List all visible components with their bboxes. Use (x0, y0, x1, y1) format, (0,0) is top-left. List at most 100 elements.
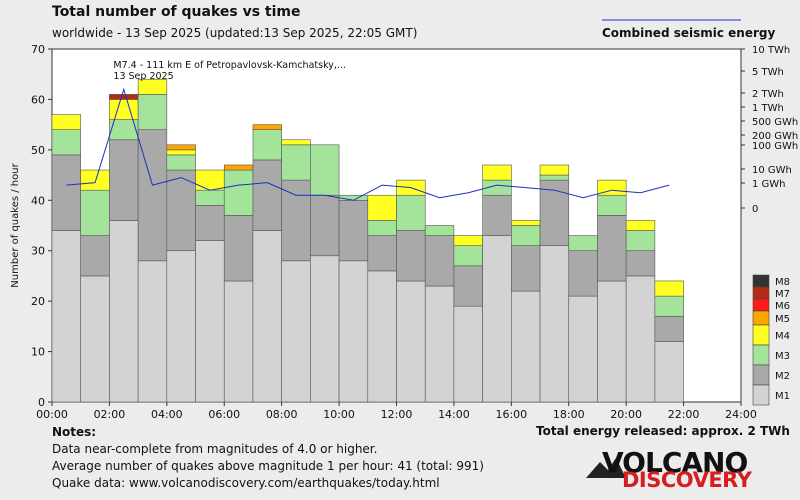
legend-swatch-m4 (752, 324, 770, 346)
x-tick-label: 02:00 (94, 408, 126, 421)
notes: Notes: Data near-complete from magnitude… (52, 424, 484, 492)
right-tick-label: 10 GWh (752, 165, 792, 176)
legend-swatch-m6 (752, 298, 770, 312)
legend-label-m6: M6 (775, 301, 790, 312)
right-tick-label: 0 (752, 204, 758, 215)
legend-label-m3: M3 (775, 351, 790, 362)
bar-segment-m3 (80, 189, 110, 236)
bar-segment-m7 (109, 94, 139, 100)
bar-segment-m3 (597, 194, 627, 216)
right-tick-label: 5 TWh (752, 67, 784, 78)
legend-label-m1: M1 (775, 391, 790, 402)
bar-segment-m3 (223, 169, 254, 216)
x-tick-label: 16:00 (495, 408, 527, 421)
bar-segment-m1 (338, 260, 369, 403)
volcano-discovery-logo[interactable]: VOLCANO DISCOVERY (586, 446, 786, 492)
annotation-line-2: 13 Sep 2025 (113, 71, 173, 82)
chart-title: Total number of quakes vs time (52, 4, 301, 20)
y-tick-label: 70 (31, 43, 45, 56)
y-tick-label: 40 (31, 194, 45, 207)
energy-line (66, 87, 670, 201)
bar-segment-m3 (137, 94, 168, 130)
bar-segment-m3 (511, 225, 541, 246)
bar-segment-m1 (80, 275, 110, 403)
bar-segment-m5 (252, 124, 282, 130)
bar-segment-m4 (482, 164, 512, 181)
right-tick-label: 1 TWh (752, 103, 784, 114)
bar-segment-m1 (597, 280, 627, 403)
bar-segment-m1 (625, 275, 656, 403)
bar-segment-m1 (396, 280, 426, 403)
bar-segment-m1 (568, 295, 598, 403)
y-tick-label: 0 (38, 396, 45, 409)
bar-segment-m1 (252, 230, 282, 403)
bar-segment-m1 (223, 280, 254, 403)
bar-segment-m2 (137, 129, 168, 262)
bar-segment-m2 (511, 245, 541, 292)
legend-label-m4: M4 (775, 331, 790, 342)
bar-segment-m4 (539, 164, 570, 176)
notes-line-2: Average number of quakes above magnitude… (52, 459, 484, 473)
bar-segment-m2 (597, 215, 627, 282)
logo-text-volcano: VOLCANO (602, 446, 748, 479)
bar-segment-m3 (338, 194, 369, 201)
x-tick-label: 18:00 (553, 408, 585, 421)
bar-segment-m1 (511, 290, 541, 403)
bar-segment-m2 (223, 215, 254, 282)
bar-segment-m2 (51, 154, 82, 231)
right-tick-label: 10 TWh (752, 45, 790, 56)
bar-segment-m2 (654, 315, 684, 342)
legend-swatch-m5 (752, 310, 770, 326)
bar-segment-m2 (310, 194, 340, 257)
bar-segment-m2 (625, 250, 656, 277)
y-tick-label: 30 (31, 245, 45, 258)
bar-segment-m2 (80, 235, 110, 277)
bar-segment-m1 (281, 260, 311, 403)
bar-segment-m3 (625, 230, 656, 252)
logo-text-discovery: DISCOVERY (622, 468, 752, 492)
bar-segment-m3 (166, 154, 196, 171)
bar-segment-m4 (625, 220, 656, 231)
legend-swatch-m8 (752, 274, 770, 288)
bar-segment-m3 (424, 225, 455, 236)
bar-segment-m3 (51, 129, 82, 156)
chart-subtitle: worldwide - 13 Sep 2025 (updated:13 Sep … (52, 26, 418, 40)
bar-segment-m3 (195, 189, 225, 206)
bar-segment-m4 (51, 114, 82, 130)
x-tick-label: 08:00 (266, 408, 298, 421)
bar-segment-m3 (568, 235, 598, 252)
x-tick-label: 04:00 (151, 408, 183, 421)
bar-segment-m3 (281, 144, 311, 181)
right-tick-label: 1 GWh (752, 179, 786, 190)
y-tick-label: 50 (31, 144, 45, 157)
bar-segment-m1 (310, 255, 340, 403)
bar-segment-m1 (109, 220, 139, 403)
bar-segment-m3 (453, 245, 483, 267)
bar-segment-m3 (539, 174, 570, 181)
bar-segment-m2 (281, 179, 311, 262)
x-tick-label: 20:00 (610, 408, 642, 421)
bar-segment-m5 (223, 164, 254, 171)
bar-segment-m2 (568, 250, 598, 297)
bar-segment-m4 (137, 78, 168, 95)
bar-segment-m1 (424, 285, 455, 403)
legend-swatch-m1 (752, 384, 770, 406)
notes-line-3: Quake data: www.volcanodiscovery.com/ear… (52, 476, 440, 490)
bar-segment-m1 (453, 305, 483, 403)
y-axis-label: Number of quakes / hour (10, 162, 21, 287)
energy-legend-label: Combined seismic energy (602, 26, 776, 40)
legend-swatch-m2 (752, 364, 770, 386)
y-tick-label: 20 (31, 295, 45, 308)
x-tick-label: 00:00 (36, 408, 68, 421)
bar-segment-m3 (310, 144, 340, 196)
right-tick-label: 200 GWh (752, 131, 798, 142)
x-tick-label: 12:00 (381, 408, 413, 421)
bar-segment-m1 (195, 240, 225, 403)
bar-segment-m2 (424, 235, 455, 287)
bar-segment-m4 (654, 280, 684, 297)
right-tick-label: 2 TWh (752, 89, 784, 100)
bar-segment-m1 (51, 230, 82, 403)
right-tick-label: 500 GWh (752, 117, 798, 128)
bar-segment-m4 (109, 99, 139, 120)
bar-segment-m2 (109, 139, 139, 221)
